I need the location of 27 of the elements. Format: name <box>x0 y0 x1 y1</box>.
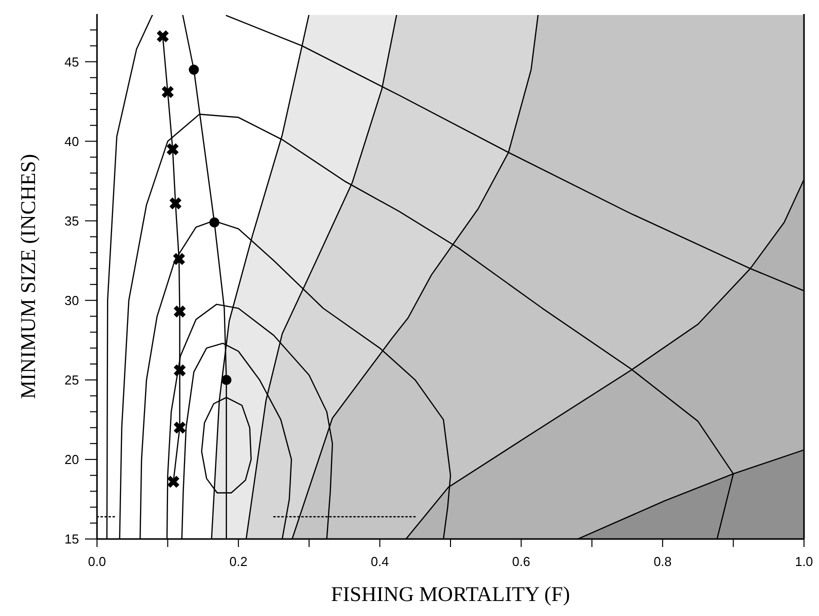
point <box>174 422 186 434</box>
y-tick-label: 35 <box>64 213 79 228</box>
point <box>156 30 169 42</box>
point <box>188 64 199 75</box>
y-tick-label: 30 <box>64 292 79 308</box>
y-axis-title: MINIMUM SIZE (INCHES) <box>16 154 40 399</box>
x-tick-label: 0.0 <box>88 554 106 569</box>
x-axis-title: FISHING MORTALITY (F) <box>331 582 570 606</box>
x-tick-label: 0.8 <box>654 554 672 569</box>
point <box>169 197 182 210</box>
point <box>167 476 180 488</box>
x-tick-label: 0.4 <box>370 554 389 569</box>
x-tick-label: 1.0 <box>794 554 814 569</box>
point <box>174 364 186 376</box>
point <box>162 86 174 98</box>
y-tick-label: 25 <box>64 372 79 388</box>
x-tick-label: 0.6 <box>512 554 530 569</box>
point <box>221 374 232 385</box>
y-tick-label: 45 <box>64 54 79 70</box>
y-tick-label: 40 <box>64 134 79 149</box>
y-tick-label: 15 <box>64 532 79 547</box>
point <box>174 306 186 318</box>
x-tick-label: 0.2 <box>229 554 248 569</box>
point <box>166 143 179 156</box>
point <box>173 253 186 265</box>
point <box>209 217 220 228</box>
y-tick-label: 20 <box>64 452 79 468</box>
